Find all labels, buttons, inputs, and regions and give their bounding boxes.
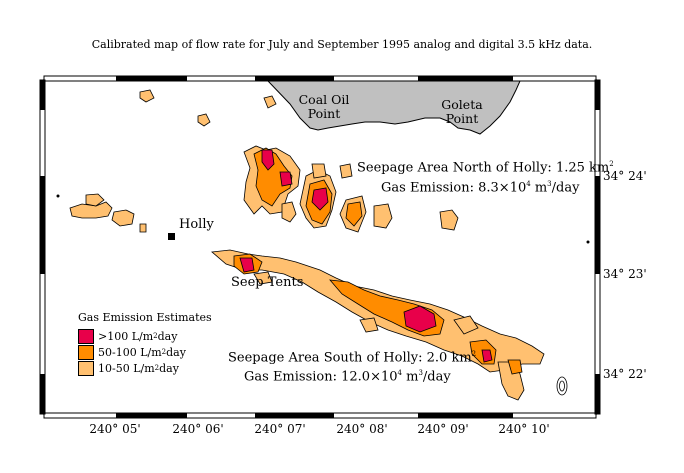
legend-title: Gas Emission Estimates: [78, 311, 212, 324]
coastline-land: [266, 80, 521, 135]
legend-item-medium: 50-100 L/m 2 day: [78, 344, 212, 360]
south-area-label: Seepage Area South of Holly: 2.0 km2: [228, 350, 477, 366]
contour-ring-inner: [559, 380, 565, 392]
frame-scale-bar-left: [39, 79, 46, 415]
x-tick-label: 240° 10': [498, 422, 550, 436]
south-area-emission: Gas Emission: 12.0×104 m3/day: [244, 369, 451, 385]
x-tick-label: 240° 08': [336, 422, 388, 436]
x-tick-label: 240° 05': [89, 422, 141, 436]
legend: Gas Emission Estimates >100 L/m 2 day 50-1…: [78, 311, 212, 376]
x-tick-label: 240° 09': [417, 422, 469, 436]
legend-item-low: 10-50 L/m 2 day: [78, 360, 212, 376]
seep-high: [239, 149, 493, 363]
legend-swatch-high: [78, 328, 94, 344]
legend-item-high: >100 L/m 2 day: [78, 328, 212, 344]
frame-scale-bar-bottom: [43, 412, 597, 419]
x-tick-label: 240° 07': [254, 422, 306, 436]
north-area-label: Seepage Area North of Holly: 1.25 km2: [357, 160, 614, 176]
legend-swatch-medium: [78, 344, 94, 360]
y-tick-label: 34° 22': [603, 367, 647, 381]
dot-marker: [586, 240, 590, 244]
dot-marker: [56, 194, 60, 198]
coal-oil-point-label: Coal Oil Point: [298, 92, 350, 121]
frame-scale-bar-top: [43, 75, 597, 82]
frame-scale-bar-right: [594, 79, 601, 415]
contour-ring-outer: [556, 376, 568, 396]
north-area-emission: Gas Emission: 8.3×104 m3/day: [381, 180, 580, 196]
goleta-point-label: Goleta Point: [441, 97, 483, 126]
x-tick-label: 240° 06': [172, 422, 224, 436]
seep-tents-label: Seep Tents: [231, 275, 304, 290]
legend-swatch-low: [78, 360, 94, 376]
holly-label: Holly: [179, 217, 214, 232]
holly-platform-marker: [168, 233, 175, 240]
y-tick-label: 34° 23': [603, 267, 647, 281]
y-tick-label: 34° 24': [603, 169, 647, 183]
map-title: Calibrated map of flow rate for July and…: [91, 38, 593, 51]
